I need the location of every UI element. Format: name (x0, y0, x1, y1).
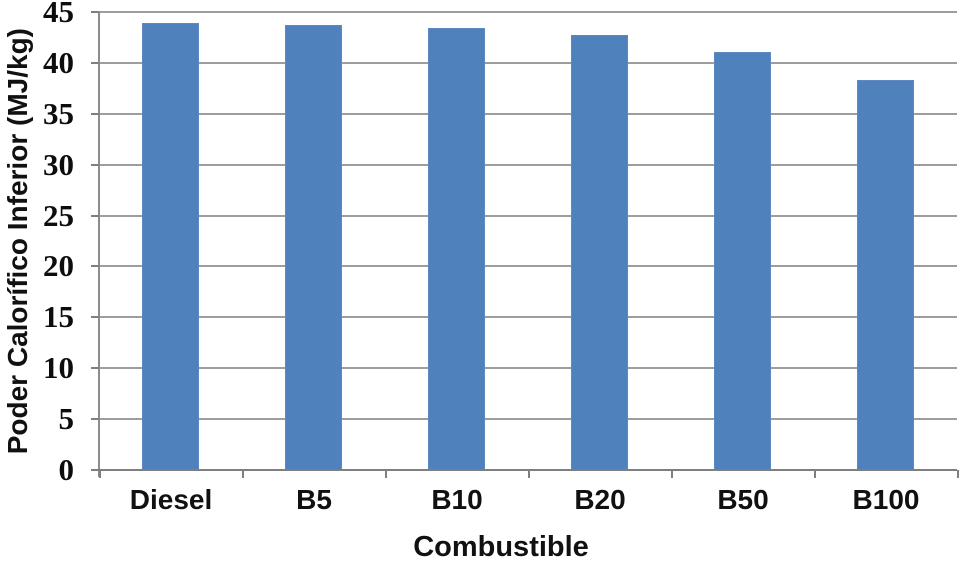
x-axis-tick (814, 470, 816, 478)
y-tick-label: 45 (43, 0, 74, 29)
y-axis-tick (91, 316, 99, 319)
x-tick-label: B10 (431, 484, 483, 515)
x-axis-tick (99, 470, 101, 478)
x-axis-title: Combustible (413, 531, 589, 563)
y-axis-tick (91, 265, 99, 268)
y-tick-label: 15 (43, 299, 74, 335)
x-tick-label: B20 (574, 484, 626, 515)
x-axis-tick (671, 470, 673, 478)
gridline (99, 418, 957, 421)
y-tick-label: 30 (43, 146, 74, 182)
y-tick-label: 10 (43, 350, 74, 386)
y-tick-label: 20 (43, 248, 74, 284)
y-axis-tick (91, 214, 99, 217)
y-axis-tick (91, 418, 99, 421)
x-axis-line (92, 469, 957, 471)
y-axis-tick (91, 61, 99, 64)
bar-b10 (428, 28, 485, 470)
x-axis-tick (385, 470, 387, 478)
bar-b100 (857, 80, 914, 470)
y-tick-label: 5 (58, 401, 75, 437)
x-tick-label: B5 (296, 484, 332, 515)
y-axis-title-text: Poder Calorífico Inferior (MJ/kg) (2, 27, 33, 455)
x-axis-tick (242, 470, 244, 478)
gridline (99, 367, 957, 370)
y-tick-label: 40 (43, 44, 74, 80)
gridline (99, 61, 957, 64)
y-axis-line (98, 12, 100, 477)
y-axis-tick (91, 11, 99, 13)
y-axis-tick (91, 112, 99, 115)
x-tick-label: Diesel (129, 484, 213, 515)
x-axis-tick (957, 470, 959, 478)
gridline (99, 11, 957, 13)
bar-b20 (571, 35, 628, 470)
y-tick-label: 35 (43, 95, 74, 131)
gridline (99, 214, 957, 217)
y-tick-label: 25 (43, 197, 74, 233)
gridline (99, 316, 957, 319)
x-axis-tick (528, 470, 530, 478)
gridline (99, 112, 957, 115)
x-tick-label: B50 (717, 484, 769, 515)
y-axis-tick (91, 367, 99, 370)
bar-b50 (714, 52, 771, 470)
y-tick-label: 0 (58, 452, 75, 487)
x-tick-label: B100 (852, 484, 920, 515)
gridline (99, 163, 957, 166)
bar-diesel (142, 23, 199, 470)
plot-area (91, 11, 959, 478)
gridline (99, 265, 957, 268)
y-axis-tick (91, 163, 99, 166)
bar-b5 (285, 25, 342, 470)
